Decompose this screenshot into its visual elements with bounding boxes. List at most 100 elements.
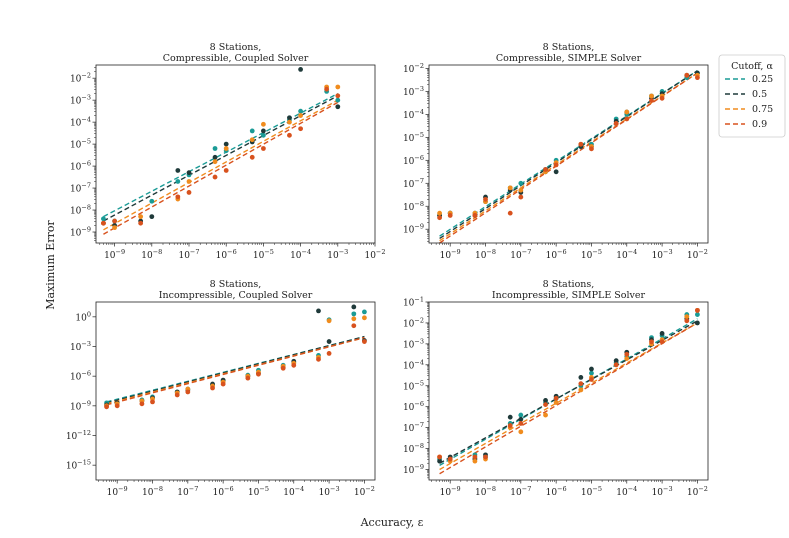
data-point-0.75 bbox=[351, 316, 357, 322]
data-point-0.5 bbox=[223, 141, 229, 147]
x-tick-label: 10−5 bbox=[248, 485, 269, 498]
data-point-0.9 bbox=[316, 356, 321, 362]
data-point-0.5 bbox=[659, 331, 665, 336]
x-tick-label: 10−2 bbox=[687, 248, 708, 261]
data-point-0.5 bbox=[212, 154, 218, 160]
data-point-0.25 bbox=[149, 198, 155, 204]
data-point-0.5 bbox=[316, 308, 321, 314]
subplot-title-line2: Compressible, Coupled Solver bbox=[163, 53, 309, 64]
data-point-0.5 bbox=[613, 358, 619, 364]
x-tick-label: 10−6 bbox=[213, 485, 234, 498]
x-tick-label: 10−7 bbox=[510, 248, 531, 261]
data-point-0.9 bbox=[249, 154, 255, 160]
data-point-0.9 bbox=[518, 421, 524, 426]
y-tick-label: 10−15 bbox=[66, 459, 91, 472]
subplot-2: 8 Stations,Compressible, SIMPLE Solver 10… bbox=[403, 42, 709, 261]
data-point-0.75 bbox=[518, 429, 524, 435]
y-tick-label: 10−2 bbox=[403, 62, 424, 75]
data-point-0.75 bbox=[472, 458, 478, 464]
x-tick-label: 10−5 bbox=[581, 485, 602, 498]
x-tick-label: 10−2 bbox=[364, 248, 385, 261]
data-point-0.25 bbox=[101, 216, 106, 222]
y-tick-label: 10−7 bbox=[70, 182, 91, 195]
data-point-0.25 bbox=[335, 97, 341, 103]
data-point-0.5 bbox=[326, 339, 332, 344]
data-point-0.75 bbox=[578, 387, 584, 393]
data-point-0.9 bbox=[220, 381, 226, 387]
data-point-0.25 bbox=[518, 412, 524, 418]
data-point-0.9 bbox=[589, 377, 594, 382]
x-tick-label: 10−6 bbox=[546, 248, 567, 261]
x-tick-label: 10−3 bbox=[652, 485, 673, 498]
data-point-0.9 bbox=[186, 190, 192, 195]
data-point-0.9 bbox=[472, 454, 478, 460]
data-point-0.5 bbox=[553, 169, 559, 175]
data-point-0.5 bbox=[175, 168, 181, 173]
data-point-0.5 bbox=[298, 66, 303, 72]
data-point-0.9 bbox=[437, 454, 442, 460]
subplot-title-line1: 8 Stations, bbox=[543, 279, 595, 290]
x-tick-label: 10−7 bbox=[177, 485, 198, 498]
data-point-0.75 bbox=[212, 159, 218, 165]
data-point-0.9 bbox=[684, 72, 690, 78]
data-point-0.9 bbox=[507, 423, 513, 428]
y-tick-label: 10−9 bbox=[70, 399, 91, 412]
y-tick-label: 10−12 bbox=[66, 429, 91, 442]
y-tick-label: 10−4 bbox=[403, 358, 424, 371]
y-tick-label: 10−5 bbox=[70, 138, 91, 151]
x-tick-label: 10−3 bbox=[327, 248, 348, 261]
data-point-0.9 bbox=[447, 213, 453, 218]
y-tick-label: 10−3 bbox=[403, 337, 424, 350]
axes-frame bbox=[428, 301, 709, 481]
legend-title: Cutoff, α bbox=[731, 61, 773, 72]
data-point-0.9 bbox=[543, 167, 548, 172]
data-point-0.75 bbox=[261, 121, 266, 127]
fit-line-0.75 bbox=[106, 336, 365, 405]
legend-label: 0.75 bbox=[752, 104, 773, 115]
subplot-title-line2: Compressible, SIMPLE Solver bbox=[496, 53, 642, 64]
data-point-0.9 bbox=[174, 392, 180, 398]
data-point-0.9 bbox=[553, 162, 559, 168]
plot-area bbox=[437, 307, 700, 475]
data-point-0.9 bbox=[101, 220, 106, 226]
data-point-0.25 bbox=[298, 108, 303, 114]
data-point-0.9 bbox=[326, 351, 332, 356]
y-tick-label: 10−8 bbox=[403, 200, 424, 213]
data-point-0.5 bbox=[287, 115, 292, 121]
y-tick-label: 10−6 bbox=[70, 370, 91, 383]
data-point-0.9 bbox=[138, 220, 144, 226]
data-point-0.25 bbox=[351, 311, 357, 317]
legend-label: 0.9 bbox=[752, 119, 767, 130]
data-point-0.9 bbox=[298, 126, 303, 132]
data-point-0.75 bbox=[326, 318, 332, 324]
y-tick-label: 10−6 bbox=[403, 400, 424, 413]
y-tick-label: 10−1 bbox=[403, 296, 424, 309]
fit-line-0.9 bbox=[106, 336, 365, 406]
data-point-0.75 bbox=[624, 356, 630, 361]
y-tick-label: 10−4 bbox=[403, 108, 424, 121]
data-point-0.9 bbox=[114, 403, 120, 409]
fit-line-0.5 bbox=[439, 70, 698, 239]
data-point-0.9 bbox=[291, 362, 297, 368]
data-point-0.75 bbox=[649, 93, 654, 99]
y-tick-label: 10−6 bbox=[70, 160, 91, 173]
x-tick-label: 10−7 bbox=[510, 485, 531, 498]
fit-line-0.75 bbox=[439, 322, 698, 471]
y-tick-label: 10−3 bbox=[70, 94, 91, 107]
data-point-0.9 bbox=[613, 121, 619, 126]
data-point-0.25 bbox=[362, 309, 367, 315]
data-point-0.9 bbox=[185, 389, 191, 395]
subplot-1: 8 Stations,Compressible, Coupled Solver 1… bbox=[70, 42, 386, 261]
data-point-0.25 bbox=[695, 312, 700, 317]
data-point-0.25 bbox=[249, 128, 255, 134]
data-point-0.5 bbox=[578, 374, 584, 380]
data-point-0.9 bbox=[613, 362, 619, 368]
y-tick-label: 10−7 bbox=[403, 421, 424, 434]
data-point-0.9 bbox=[212, 174, 218, 180]
fit-line-0.5 bbox=[103, 95, 339, 222]
plot-area bbox=[104, 304, 367, 410]
data-point-0.9 bbox=[624, 116, 630, 122]
x-tick-label: 10−9 bbox=[440, 248, 461, 261]
data-point-0.75 bbox=[112, 225, 117, 231]
